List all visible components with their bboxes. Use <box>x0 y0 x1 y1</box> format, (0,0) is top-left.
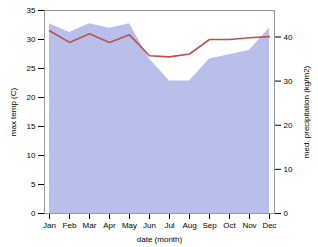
svg-text:25: 25 <box>27 64 36 73</box>
svg-text:20: 20 <box>284 121 293 130</box>
svg-text:5: 5 <box>31 180 36 189</box>
svg-text:Jun: Jun <box>143 221 156 230</box>
svg-text:10: 10 <box>284 165 293 174</box>
svg-text:Mar: Mar <box>83 221 97 230</box>
svg-text:Nov: Nov <box>242 221 256 230</box>
svg-text:35: 35 <box>27 6 36 15</box>
svg-text:20: 20 <box>27 93 36 102</box>
svg-text:Sep: Sep <box>202 221 217 230</box>
svg-text:30: 30 <box>284 77 293 86</box>
svg-text:Dec: Dec <box>262 221 276 230</box>
svg-text:10: 10 <box>27 151 36 160</box>
svg-text:Apr: Apr <box>103 221 116 230</box>
svg-text:15: 15 <box>27 122 36 131</box>
svg-text:max temp (C): max temp (C) <box>9 87 18 136</box>
svg-text:Jan: Jan <box>43 221 56 230</box>
svg-text:date (month): date (month) <box>137 235 183 244</box>
svg-text:May: May <box>122 221 137 230</box>
svg-text:40: 40 <box>284 33 293 42</box>
svg-text:Feb: Feb <box>63 221 77 230</box>
svg-text:Jul: Jul <box>164 221 174 230</box>
svg-text:30: 30 <box>27 35 36 44</box>
svg-text:0: 0 <box>284 209 289 218</box>
svg-text:Aug: Aug <box>182 221 196 230</box>
svg-text:med. precipitation (kg/m2): med. precipitation (kg/m2) <box>302 65 311 158</box>
svg-text:0: 0 <box>31 209 36 218</box>
svg-text:Oct: Oct <box>223 221 236 230</box>
